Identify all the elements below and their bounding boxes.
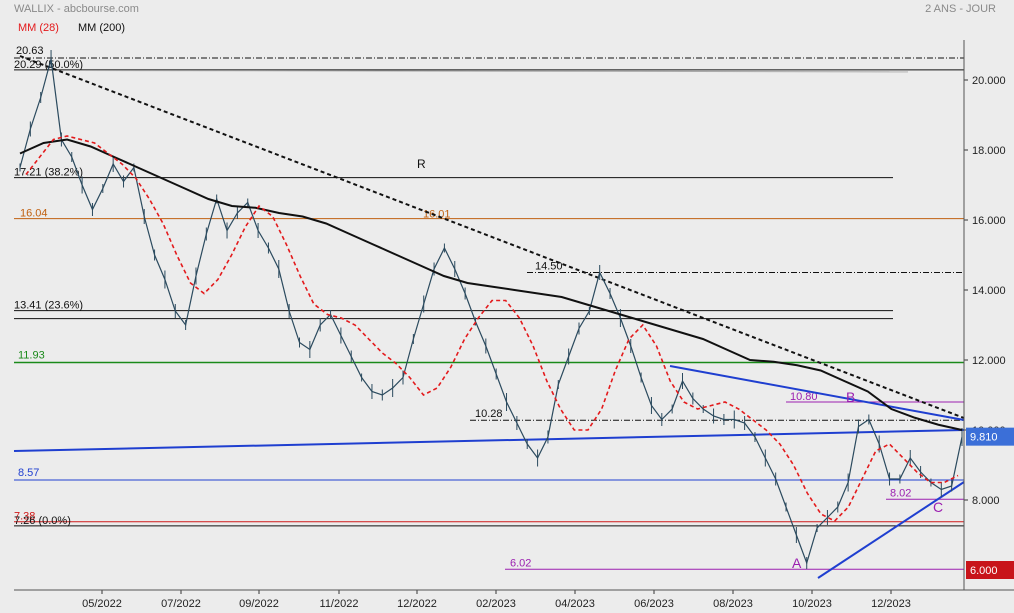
current-price-badge [966, 427, 1014, 446]
source-label: WALLIX - abcbourse.com [14, 3, 139, 15]
series-layer [19, 50, 963, 569]
min-price-label: 6.000 [970, 565, 998, 577]
x-tick-label: 11/2022 [320, 598, 359, 610]
wedge-upper-trendline [669, 365, 965, 421]
y-tick-label: 12.000 [972, 355, 1006, 367]
annotation-b: B [846, 389, 855, 405]
y-tick-label: 16.000 [972, 215, 1006, 227]
ma200-series [19, 138, 963, 431]
y-tick-label: 20.000 [972, 75, 1006, 87]
min-price-badge [966, 561, 1014, 579]
level-label: 16.04 [20, 208, 48, 220]
legend-ma28: MM (28) [18, 22, 59, 34]
x-tick-label: 12/2023 [871, 598, 911, 610]
x-tick-label: 07/2022 [161, 598, 201, 610]
trendlines-layer [13, 55, 965, 579]
y-tick-label: 18.000 [972, 145, 1006, 157]
level-label: 7.26 (0.0%) [14, 515, 71, 527]
x-tick-label: 08/2023 [713, 598, 753, 610]
support-trendline [13, 429, 965, 452]
level-label: 13.41 (23.6%) [14, 300, 83, 312]
level-line [79, 70, 909, 73]
x-tick-label: 06/2023 [634, 598, 674, 610]
y-tick-label: 14.000 [972, 285, 1006, 297]
x-tick-label: 02/2023 [476, 598, 516, 610]
level-label: 8.02 [890, 487, 911, 499]
period-label: 2 ANS - JOUR [925, 3, 996, 15]
level-label: 10.80 [790, 391, 818, 403]
legend-ma200: MM (200) [78, 22, 126, 34]
levels-layer: 20.63 20.29 (50.0%) 17.21 (38.2%) 16.04 16.0… [14, 45, 964, 570]
level-label: 20.29 (50.0%) [14, 59, 83, 71]
annotation-a: A [792, 555, 802, 571]
x-tick-label: 10/2023 [792, 598, 832, 610]
y-tick-label: 8.000 [972, 495, 1000, 507]
level-label: 16.01 [423, 209, 451, 221]
level-label: 17.21 (38.2%) [14, 167, 83, 179]
ma28-series [25, 135, 959, 522]
level-label: 14.50 [535, 261, 563, 273]
annotation-c: C [933, 499, 943, 515]
x-tick-label: 12/2022 [397, 598, 437, 610]
level-label: 6.02 [510, 557, 531, 569]
axes-layer: 20.00018.00016.00014.00012.00010.0008.00… [14, 40, 1014, 610]
x-tick-label: 05/2022 [82, 598, 122, 610]
resistance-trendline [19, 55, 965, 419]
annotations-layer: R A B C [417, 157, 943, 571]
x-tick-label: 09/2022 [239, 598, 279, 610]
level-label: 7.38 [14, 511, 35, 523]
annotation-r: R [417, 157, 426, 171]
x-tick-label: 04/2023 [555, 598, 595, 610]
current-price-label: 9.810 [970, 432, 998, 444]
level-label: 8.57 [18, 467, 39, 479]
level-label: 10.28 [475, 408, 503, 420]
wedge-lower-trendline [817, 481, 965, 579]
level-label: 11.93 [18, 349, 45, 361]
price-series [19, 58, 963, 565]
level-label: 20.63 [16, 45, 44, 57]
